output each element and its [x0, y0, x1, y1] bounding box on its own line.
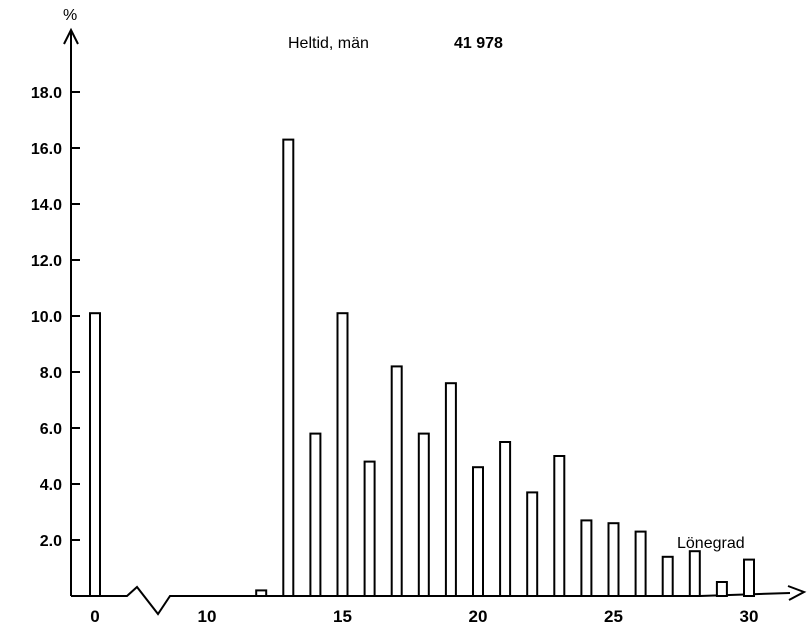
y-axis-arrow [63, 27, 79, 45]
bar-lonegrad-30 [743, 558, 755, 597]
bar-lonegrad-23 [553, 455, 566, 597]
bar-lonegrad-20 [472, 466, 484, 598]
x-tick-label: 30 [740, 607, 759, 626]
bar-lonegrad-16 [363, 460, 376, 597]
y-tick-label: 10.0 [31, 309, 62, 326]
y-tick-label: 8.0 [40, 365, 62, 382]
x-axis-arrow [787, 585, 807, 601]
bar-lonegrad-14 [309, 432, 322, 597]
bar-lonegrad-0 [89, 312, 101, 597]
bar-lonegrad-13 [282, 138, 295, 597]
bar-lonegrad-28 [688, 550, 701, 598]
ticks-group: 2.0 4.0 6.0 8.0 10.0 12.0 14.0 16.0 18.0 0 10 15 20 2… [31, 85, 759, 626]
y-tick-label: 12.0 [31, 253, 62, 270]
bar-lonegrad-18 [417, 432, 430, 597]
y-tick-label: 14.0 [31, 197, 62, 214]
bar-lonegrad-17 [390, 365, 403, 597]
y-tick-label: 18.0 [31, 85, 62, 102]
bars-group [89, 138, 755, 598]
bar-lonegrad-15 [336, 312, 349, 597]
y-tick-label: 2.0 [40, 533, 62, 550]
x-tick-label: 10 [198, 607, 217, 626]
bar-lonegrad-12 [255, 589, 268, 598]
x-axis-label: Lönegrad [677, 535, 745, 552]
bar-lonegrad-26 [634, 530, 647, 597]
y-tick-label: 6.0 [40, 421, 62, 438]
bar-lonegrad-19 [444, 382, 457, 598]
chart-axes [63, 27, 807, 616]
bar-lonegrad-25 [607, 522, 620, 598]
x-tick-label: 0 [90, 607, 99, 626]
bar-lonegrad-24 [580, 519, 593, 598]
bar-lonegrad-27 [661, 555, 674, 597]
chart-title: Heltid, män [288, 35, 369, 52]
total-count: 41 978 [454, 35, 503, 52]
bar-lonegrad-21 [499, 441, 512, 597]
x-axis-line [71, 585, 791, 616]
bar-lonegrad-29 [715, 581, 728, 597]
bar-lonegrad-22 [526, 491, 539, 597]
x-tick-label: 20 [469, 607, 488, 626]
y-tick-label: 16.0 [31, 141, 62, 158]
y-axis-label: % [63, 7, 77, 24]
x-tick-label: 15 [333, 607, 352, 626]
x-tick-label: 25 [604, 607, 623, 626]
y-tick-label: 4.0 [40, 477, 62, 494]
